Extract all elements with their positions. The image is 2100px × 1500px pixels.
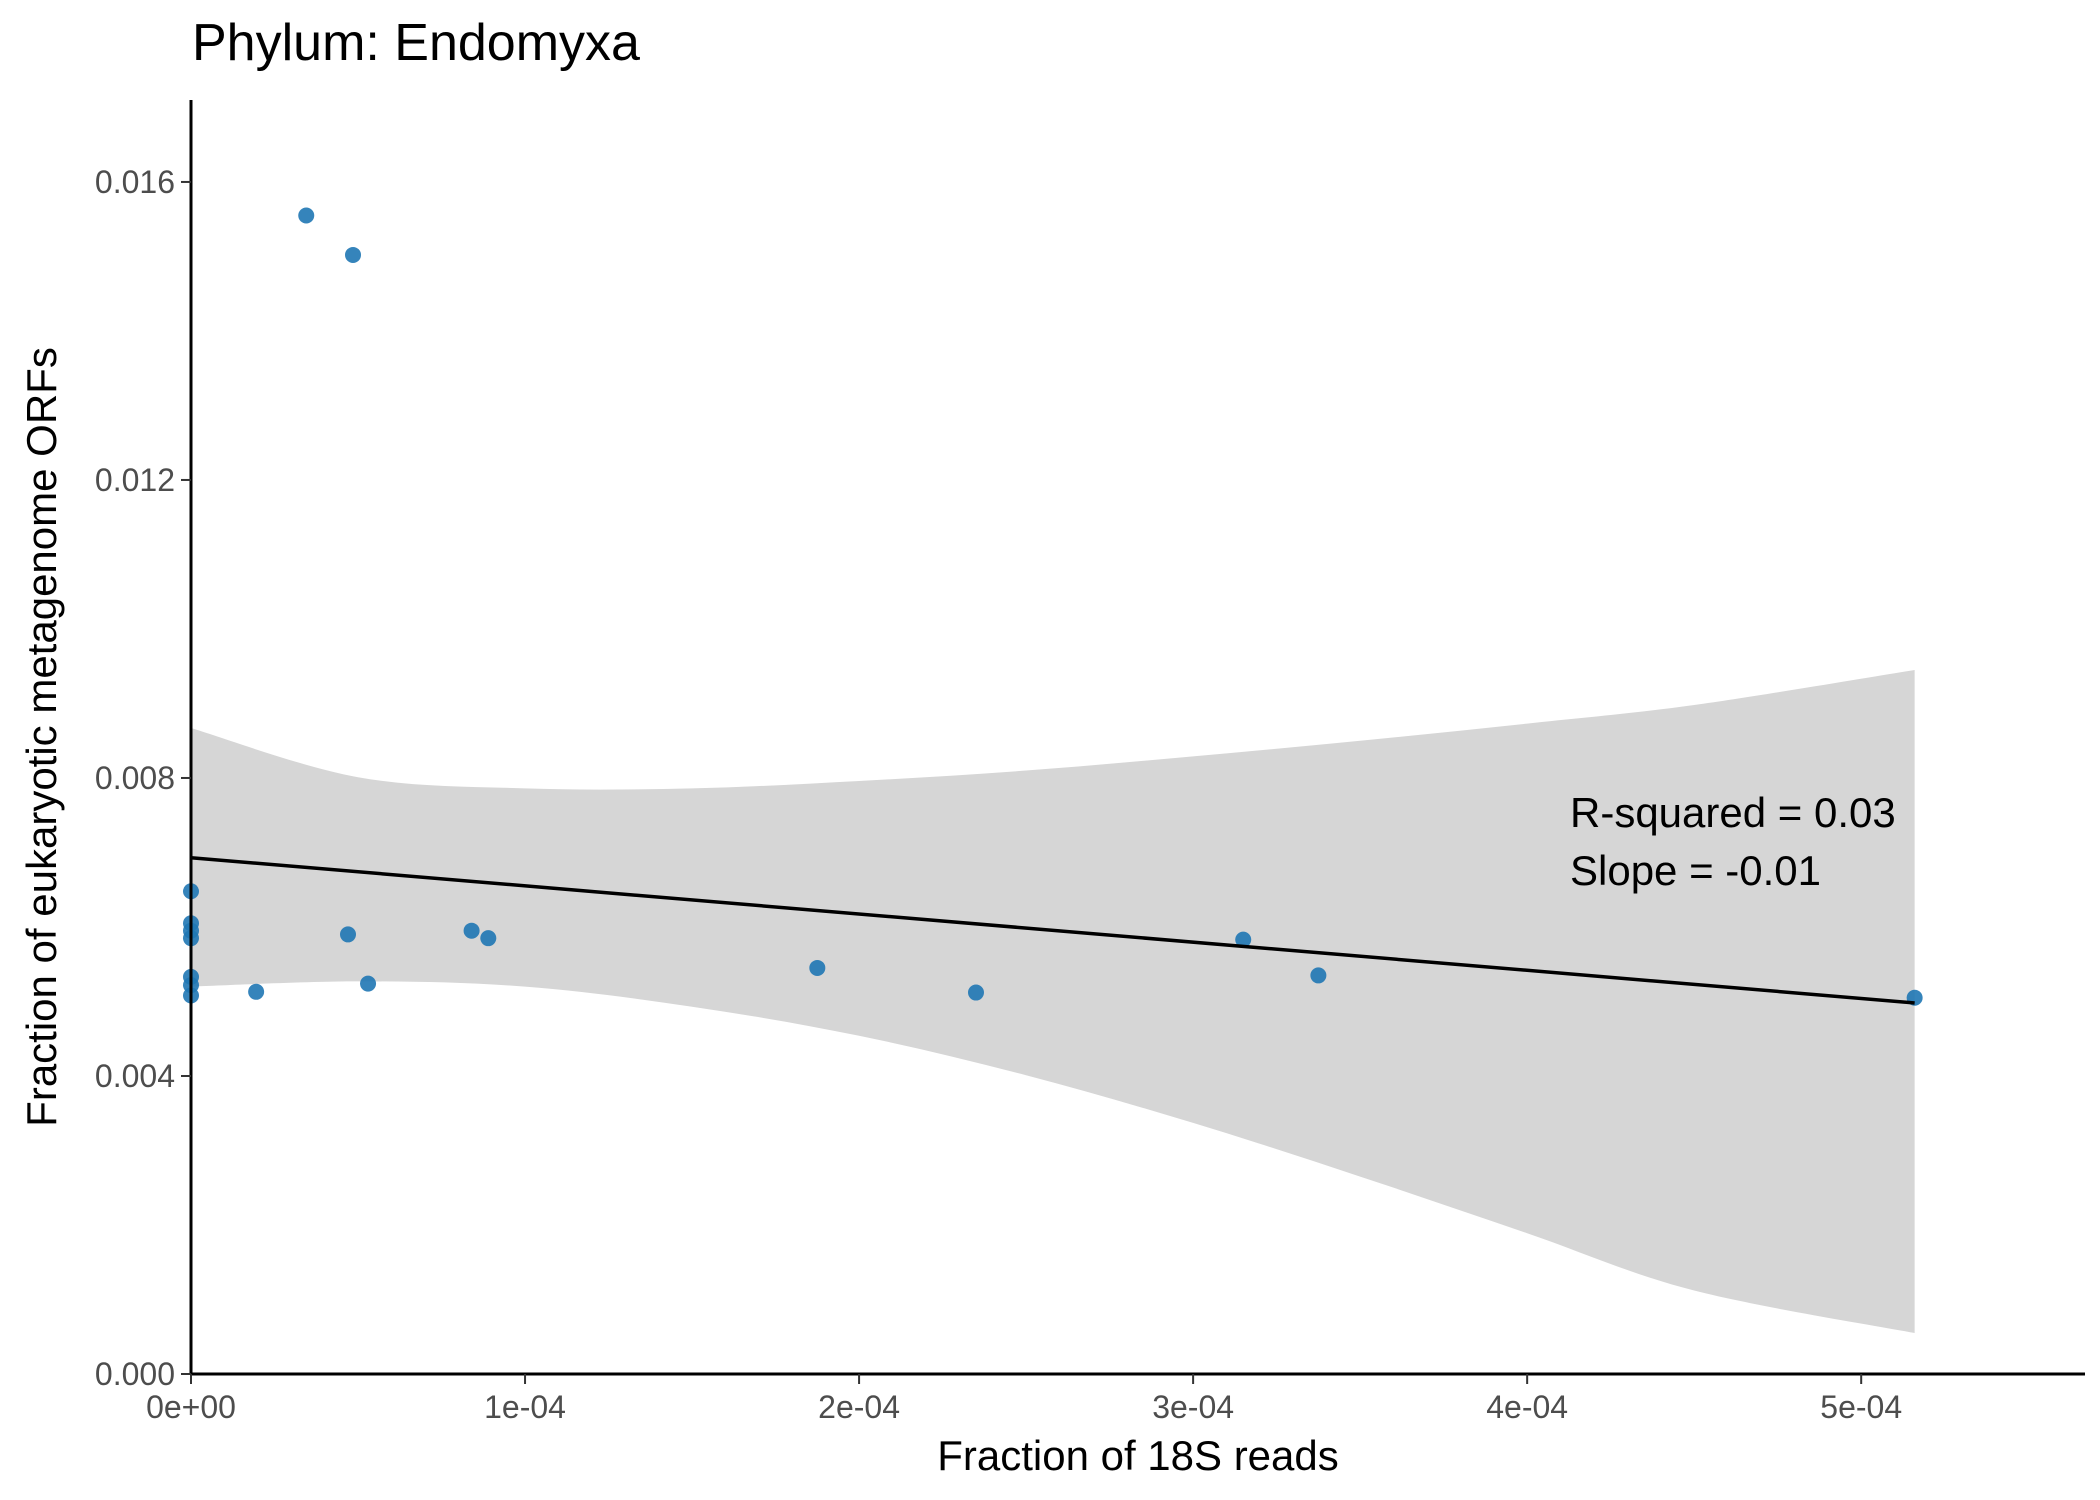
slope-annotation: Slope = -0.01: [1570, 847, 1821, 894]
data-point: [1235, 931, 1252, 948]
data-point: [248, 983, 265, 1000]
x-tick-label: 4e-04: [1486, 1389, 1568, 1425]
x-axis-title: Fraction of 18S reads: [937, 1432, 1339, 1479]
y-tick-label: 0.016: [95, 164, 175, 200]
y-axis-ticks: 0.000 0.004 0.008 0.012 0.016: [95, 164, 191, 1392]
data-point: [809, 959, 826, 976]
confidence-band-layer: [191, 669, 1915, 1334]
x-tick-label: 3e-04: [1152, 1389, 1234, 1425]
data-point: [463, 922, 480, 939]
data-point: [298, 207, 315, 224]
x-tick-label: 5e-04: [1820, 1389, 1902, 1425]
y-tick-label: 0.004: [95, 1058, 175, 1094]
regression-line: [190, 855, 1915, 1005]
y-tick-label: 0.008: [95, 760, 175, 796]
data-point: [345, 246, 362, 263]
data-point: [967, 984, 984, 1001]
r-squared-annotation: R-squared = 0.03: [1570, 789, 1896, 836]
chart-title: Phylum: Endomyxa: [192, 14, 640, 72]
confidence-band: [191, 669, 1915, 1334]
data-point: [480, 930, 497, 947]
y-tick-label: 0.000: [95, 1356, 175, 1392]
y-axis-title: Fraction of eukaryotic metagenome ORFs: [18, 347, 65, 1127]
x-tick-label: 2e-04: [818, 1389, 900, 1425]
data-point: [360, 975, 377, 992]
y-tick-label: 0.012: [95, 462, 175, 498]
data-point: [339, 926, 356, 943]
x-axis-ticks: 0e+00 1e-04 2e-04 3e-04 4e-04 5e-04: [146, 1374, 1902, 1425]
fit-line-layer: [190, 855, 1915, 1005]
x-tick-label: 1e-04: [484, 1389, 566, 1425]
x-tick-label: 0e+00: [146, 1389, 236, 1425]
data-point: [1310, 967, 1327, 984]
